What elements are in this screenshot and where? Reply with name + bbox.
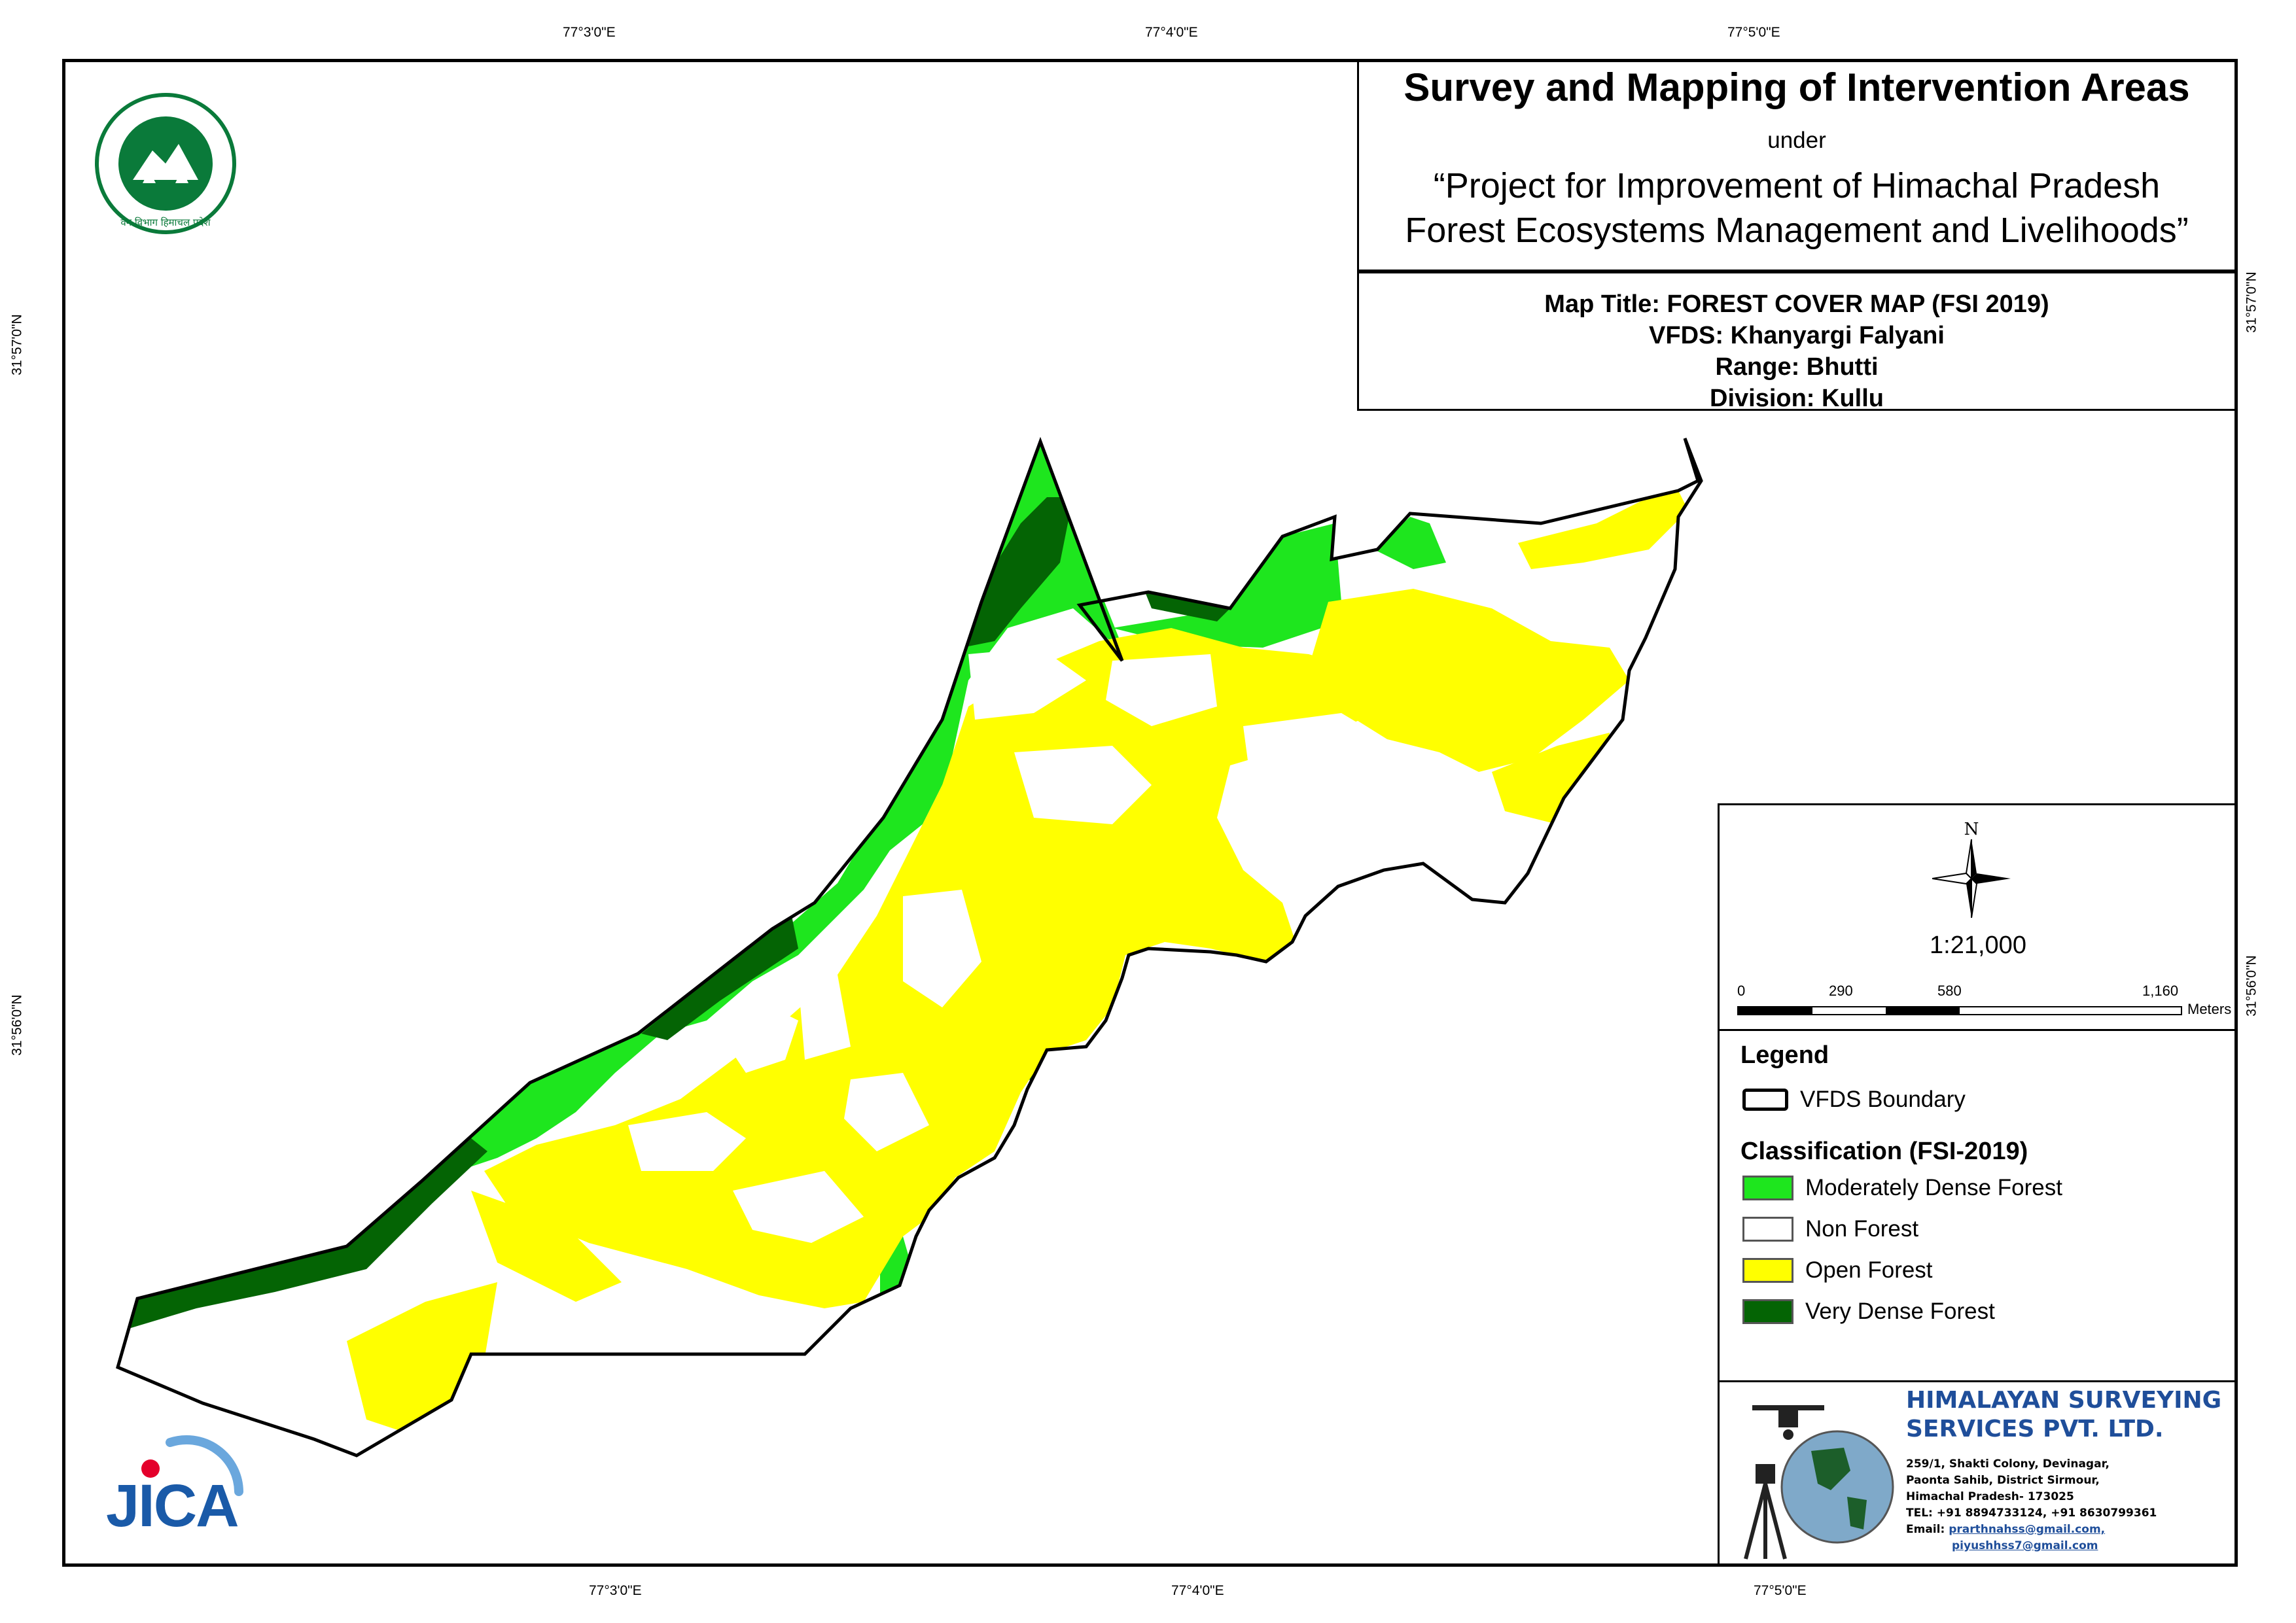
- map-title: Map Title: FOREST COVER MAP (FSI 2019): [1544, 290, 2049, 318]
- legend-row-open-forest: Open Forest: [1742, 1257, 1933, 1284]
- legend-swatch-moderately-dense: [1742, 1176, 1793, 1200]
- coord-top-3: 77°5'0"E: [1727, 25, 1780, 40]
- company-address: 259/1, Shakti Colony, Devinagar, Paonta …: [1906, 1456, 2157, 1554]
- address-line3: Himachal Pradesh- 173025: [1906, 1490, 2074, 1503]
- svg-text:वन विभाग हिमाचल प्रदेश: वन विभाग हिमाचल प्रदेश: [120, 217, 211, 228]
- title-block: Survey and Mapping of Intervention Areas…: [1357, 62, 2234, 271]
- legend-swatch-non-forest: [1742, 1217, 1793, 1242]
- non-forest-hole-8: [628, 1112, 746, 1171]
- company-block: HIMALAYAN SURVEYING SERVICES PVT. LTD. 2…: [1720, 1380, 2236, 1565]
- open-forest-sw: [471, 1191, 622, 1302]
- open-forest-north: [1309, 589, 1629, 772]
- legend-row-moderately-dense: Moderately Dense Forest: [1742, 1174, 2062, 1202]
- non-forest-hole-4: [1243, 713, 1407, 837]
- legend-label-boundary: VFDS Boundary: [1800, 1087, 1966, 1112]
- legend-row-boundary: VFDS Boundary: [1742, 1086, 1966, 1113]
- non-forest-hole-2: [1106, 654, 1217, 726]
- forest-cover-map: [115, 436, 1703, 1457]
- scale-tick-290: 290: [1829, 983, 1853, 999]
- scale-tick-0: 0: [1737, 983, 1746, 999]
- coord-bottom-2: 77°4'0"E: [1171, 1583, 1224, 1598]
- classification-title: Classification (FSI-2019): [1740, 1138, 2028, 1165]
- non-forest-hole-3: [1014, 746, 1152, 824]
- division-name: Division: Kullu: [1710, 385, 1884, 412]
- non-forest-hole-6: [798, 975, 851, 1060]
- scale-unit: Meters: [2187, 1001, 2232, 1017]
- vfds-boundary: [115, 436, 1703, 1457]
- moderately-dense-forest-top2: [1374, 517, 1446, 569]
- scale-ratio: 1:21,000: [1930, 932, 2026, 959]
- surveying-logo-icon: [1744, 1405, 1894, 1560]
- company-tel: TEL: +91 8894733124, +91 8630799361: [1906, 1507, 2157, 1520]
- company-name-line1: HIMALAYAN SURVEYING: [1906, 1387, 2222, 1414]
- jica-logo-icon: [141, 1435, 243, 1496]
- legend-label-open-forest: Open Forest: [1805, 1257, 1933, 1283]
- email-label: Email:: [1906, 1523, 1945, 1536]
- non-forest-hole-1: [968, 648, 1086, 720]
- project-title-line2: Forest Ecosystems Management and Livelih…: [1405, 211, 2189, 250]
- legend-swatch-boundary: [1742, 1089, 1788, 1111]
- north-label: N: [1964, 820, 1979, 839]
- address-line1: 259/1, Shakti Colony, Devinagar,: [1906, 1457, 2110, 1471]
- legend-row-very-dense: Very Dense Forest: [1742, 1298, 1995, 1325]
- address-line2: Paonta Sahib, District Sirmour,: [1906, 1474, 2100, 1487]
- project-title-line1: “Project for Improvement of Himachal Pra…: [1433, 166, 2161, 205]
- jica-logo: JICA: [98, 1433, 249, 1550]
- vfds-name: VFDS: Khanyargi Falyani: [1649, 322, 1945, 349]
- legend-title: Legend: [1740, 1041, 1829, 1069]
- jica-text: JICA: [106, 1473, 239, 1539]
- legend-label-moderately-dense: Moderately Dense Forest: [1805, 1175, 2062, 1200]
- main-title: Survey and Mapping of Intervention Areas: [1404, 65, 2190, 109]
- map-side-panel: N 1:21,000 0 290 580 1,160 Meters Legend…: [1718, 803, 2236, 1565]
- moderately-dense-forest-top: [1112, 523, 1341, 648]
- coord-right-2: 31°56'0"N: [2244, 955, 2259, 1017]
- non-forest-hole-10: [733, 1171, 864, 1243]
- scale-bar: [1737, 1006, 2182, 1015]
- scale-tick-1160: 1,160: [2142, 983, 2179, 999]
- forest-seal-icon: वन विभाग हिमाचल प्रदेश: [95, 93, 236, 234]
- very-dense-forest-top2: [1145, 592, 1230, 621]
- forest-department-logo: वन विभाग हिमाचल प्रदेश: [77, 92, 254, 236]
- coord-bottom-1: 77°3'0"E: [589, 1583, 642, 1598]
- project-title: “Project for Improvement of Himachal Pra…: [1359, 164, 2234, 253]
- non-forest-hole-9: [844, 1073, 929, 1151]
- legend-section: Legend VFDS Boundary Classification (FSI…: [1720, 1029, 2236, 1380]
- company-email-line2: piyushhss7@gmail.com: [1906, 1538, 2157, 1554]
- map-frame: [62, 59, 2238, 1567]
- company-name-line2: SERVICES PVT. LTD.: [1906, 1416, 2164, 1442]
- non-forest-hole-5: [903, 890, 981, 1007]
- legend-label-very-dense: Very Dense Forest: [1805, 1299, 1995, 1324]
- legend-row-non-forest: Non Forest: [1742, 1215, 1918, 1243]
- coord-top-1: 77°3'0"E: [563, 25, 616, 40]
- very-dense-forest-mid: [641, 916, 798, 1040]
- map-info-block: Map Title: FOREST COVER MAP (FSI 2019) V…: [1357, 271, 2234, 412]
- non-forest-hole-7: [720, 1001, 798, 1073]
- open-forest-ne: [1518, 484, 1688, 569]
- compass-icon: [1932, 839, 2011, 918]
- email-link-1[interactable]: prarthnahss@gmail.com,: [1949, 1523, 2106, 1536]
- range-name: Range: Bhutti: [1715, 353, 1879, 381]
- coord-left-1: 31°57'0"N: [9, 314, 25, 375]
- north-arrow: N: [1926, 820, 2017, 924]
- title-under: under: [1767, 128, 1826, 153]
- coord-top-2: 77°4'0"E: [1145, 25, 1198, 40]
- coord-right-1: 31°57'0"N: [2244, 271, 2259, 333]
- legend-label-non-forest: Non Forest: [1805, 1216, 1919, 1242]
- coord-bottom-3: 77°5'0"E: [1754, 1583, 1807, 1598]
- legend-swatch-open-forest: [1742, 1258, 1793, 1283]
- forest-classes: [118, 438, 1701, 1456]
- coord-left-2: 31°56'0"N: [9, 994, 25, 1056]
- very-dense-forest-top: [962, 497, 1073, 648]
- legend-swatch-very-dense: [1742, 1299, 1793, 1324]
- company-name: HIMALAYAN SURVEYING SERVICES PVT. LTD.: [1906, 1386, 2221, 1444]
- company-email-line: Email: prarthnahss@gmail.com,: [1906, 1522, 2157, 1538]
- scale-tick-580: 580: [1937, 983, 1962, 999]
- email-link-2[interactable]: piyushhss7@gmail.com: [1952, 1539, 2098, 1552]
